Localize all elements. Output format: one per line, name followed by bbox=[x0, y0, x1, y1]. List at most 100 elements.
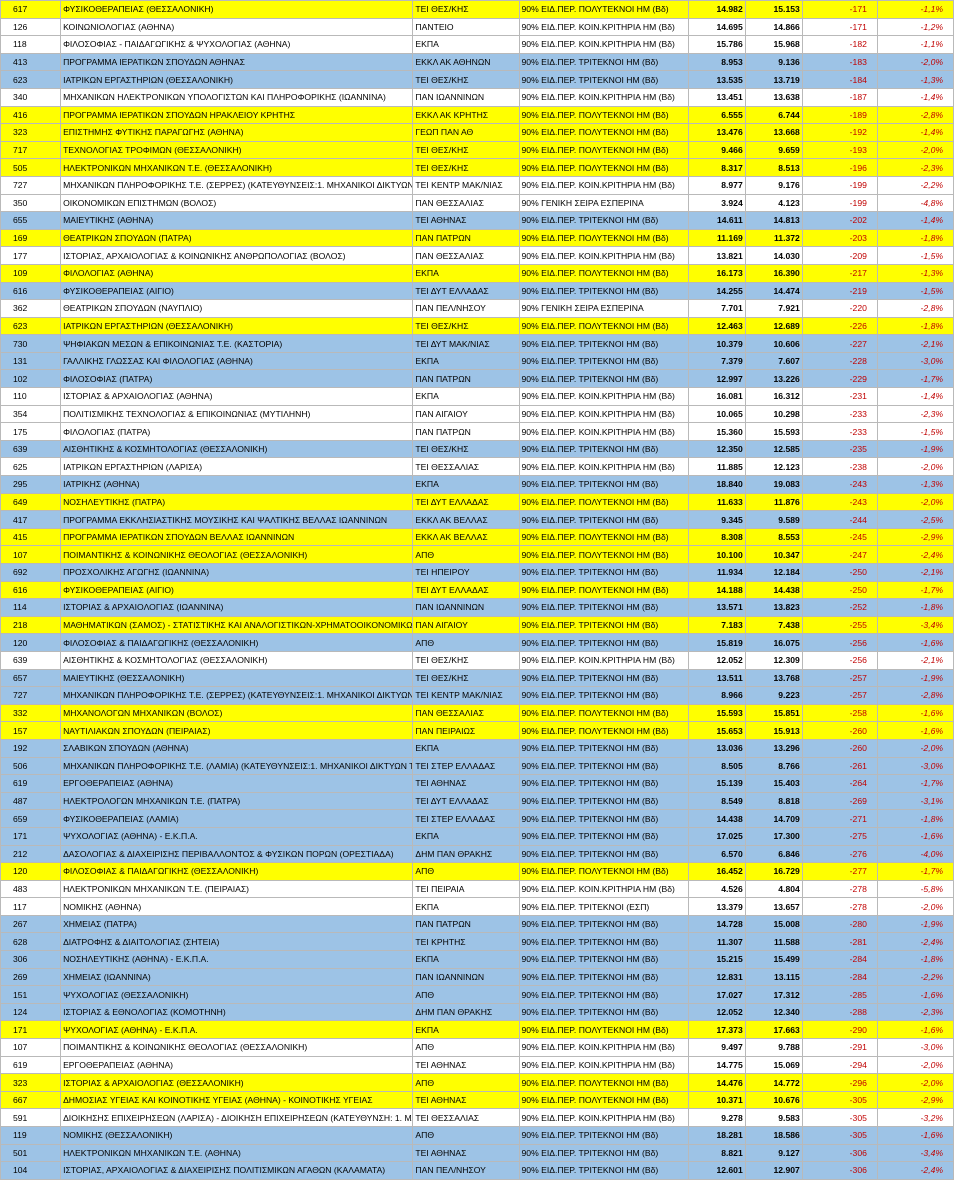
table-row[interactable]: 717 ΤΕΧΝΟΛΟΓΙΑΣ ΤΡΟΦΙΜΩΝ (ΘΕΣΣΑΛΟΝΙΚΗ) ΤΕΙ… bbox=[0, 140, 955, 160]
department-code-cell[interactable]: 501 bbox=[0, 1143, 62, 1163]
department-name-cell[interactable]: ΦΙΛΟΣΟΦΙΑΣ - ΠΑΙΔΑΓΩΓΙΚΗΣ & ΨΥΧΟΛΟΓΙΑΣ (… bbox=[60, 35, 414, 54]
difference-cell[interactable]: -202 bbox=[801, 211, 878, 230]
table-row[interactable]: 350 ΟΙΚΟΝΟΜΙΚΩΝ ΕΠΙΣΤΗΜΩΝ (ΒΟΛΟΣ) ΠΑΝ ΘΕΣΣ… bbox=[0, 193, 955, 213]
base-score-old-cell[interactable]: 8.766 bbox=[744, 756, 803, 776]
department-name-cell[interactable]: ΝΟΣΗΛΕΥΤΙΚΗΣ (ΑΘΗΝΑ) - Ε.Κ.Π.Α. bbox=[60, 950, 414, 969]
department-name-cell[interactable]: ΑΙΣΘΗΤΙΚΗΣ & ΚΟΣΜΗΤΟΛΟΓΙΑΣ (ΘΕΣΣΑΛΟΝΙΚΗ) bbox=[60, 439, 414, 459]
category-cell[interactable]: 90% ΕΙΔ.ΠΕΡ. ΠΟΛΥΤΕΚΝΟΙ ΗΜ (Βδ) bbox=[518, 228, 689, 248]
percent-change-cell[interactable]: -1,5% bbox=[876, 422, 955, 441]
difference-cell[interactable]: -288 bbox=[801, 1002, 878, 1022]
base-score-old-cell[interactable]: 15.008 bbox=[744, 914, 803, 934]
category-cell[interactable]: 90% ΕΙΔ.ΠΕΡ. ΚΟΙΝ.ΚΡΙΤΗΡΙΑ ΗΜ (Βδ) bbox=[518, 35, 689, 54]
category-cell[interactable]: 90% ΕΙΔ.ΠΕΡ. ΚΟΙΝ.ΚΡΙΤΗΡΙΑ ΗΜ (Βδ) bbox=[518, 246, 689, 265]
category-cell[interactable]: 90% ΕΙΔ.ΠΕΡ. ΠΟΛΥΤΕΚΝΟΙ ΗΜ (Βδ) bbox=[518, 721, 689, 740]
category-cell[interactable]: 90% ΕΙΔ.ΠΕΡ. ΚΟΙΝ.ΚΡΙΤΗΡΙΑ ΗΜ (Βδ) bbox=[518, 457, 689, 477]
difference-cell[interactable]: -296 bbox=[801, 1073, 878, 1092]
base-score-old-cell[interactable]: 16.390 bbox=[744, 263, 803, 283]
base-score-new-cell[interactable]: 10.371 bbox=[687, 1090, 746, 1110]
institution-cell[interactable]: ΤΕΙ ΘΕΣ/ΚΗΣ bbox=[412, 158, 520, 177]
percent-change-cell[interactable]: -4,8% bbox=[876, 193, 955, 213]
difference-cell[interactable]: -285 bbox=[801, 985, 878, 1004]
department-name-cell[interactable]: ΦΥΣΙΚΟΘΕΡΑΠΕΙΑΣ (ΑΙΓΙΟ) bbox=[60, 580, 414, 600]
category-cell[interactable]: 90% ΕΙΔ.ΠΕΡ. ΚΟΙΝ.ΚΡΙΤΗΡΙΑ ΗΜ (Βδ) bbox=[518, 422, 689, 441]
percent-change-cell[interactable]: -2,5% bbox=[876, 510, 955, 529]
base-score-old-cell[interactable]: 15.851 bbox=[744, 703, 803, 723]
department-name-cell[interactable]: ΨΥΧΟΛΟΓΙΑΣ (ΘΕΣΣΑΛΟΝΙΚΗ) bbox=[60, 985, 414, 1004]
department-code-cell[interactable]: 120 bbox=[0, 633, 62, 652]
table-row[interactable]: 218 ΜΑΘΗΜΑΤΙΚΩΝ (ΣΑΜΟΣ) - ΣΤΑΤΙΣΤΙΚΗΣ ΚΑΙ… bbox=[0, 615, 955, 635]
department-name-cell[interactable]: ΜΑΙΕΥΤΙΚΗΣ (ΑΘΗΝΑ) bbox=[60, 211, 414, 230]
category-cell[interactable]: 90% ΕΙΔ.ΠΕΡ. ΠΟΛΥΤΕΚΝΟΙ ΗΜ (Βδ) bbox=[518, 703, 689, 723]
base-score-new-cell[interactable]: 9.497 bbox=[687, 1038, 746, 1057]
department-code-cell[interactable]: 340 bbox=[0, 87, 62, 107]
base-score-new-cell[interactable]: 8.317 bbox=[687, 158, 746, 177]
department-name-cell[interactable]: ΦΥΣΙΚΟΘΕΡΑΠΕΙΑΣ (ΘΕΣΣΑΛΟΝΙΚΗ) bbox=[60, 0, 414, 19]
institution-cell[interactable]: ΤΕΙ ΑΘΗΝΑΣ bbox=[412, 1143, 520, 1163]
institution-cell[interactable]: ΤΕΙ ΔΥΤ ΕΛΛΑΔΑΣ bbox=[412, 281, 520, 301]
percent-change-cell[interactable]: -2,9% bbox=[876, 527, 955, 547]
department-code-cell[interactable]: 102 bbox=[0, 369, 62, 389]
department-code-cell[interactable]: 323 bbox=[0, 123, 62, 142]
base-score-new-cell[interactable]: 14.728 bbox=[687, 914, 746, 934]
department-code-cell[interactable]: 107 bbox=[0, 1038, 62, 1057]
base-score-new-cell[interactable]: 8.549 bbox=[687, 791, 746, 811]
percent-change-cell[interactable]: -1,6% bbox=[876, 826, 955, 846]
department-code-cell[interactable]: 617 bbox=[0, 0, 62, 19]
base-score-new-cell[interactable]: 10.065 bbox=[687, 404, 746, 424]
base-score-new-cell[interactable]: 14.188 bbox=[687, 580, 746, 600]
base-score-old-cell[interactable]: 16.312 bbox=[744, 387, 803, 406]
difference-cell[interactable]: -306 bbox=[801, 1143, 878, 1163]
table-row[interactable]: 171 ΨΥΧΟΛΟΓΙΑΣ (ΑΘΗΝΑ) - Ε.Κ.Π.Α. ΕΚΠΑ 90% … bbox=[0, 1020, 955, 1040]
institution-cell[interactable]: ΕΚΠΑ bbox=[412, 351, 520, 371]
base-score-old-cell[interactable]: 15.403 bbox=[744, 774, 803, 793]
base-score-old-cell[interactable]: 17.300 bbox=[744, 826, 803, 846]
difference-cell[interactable]: -244 bbox=[801, 510, 878, 529]
difference-cell[interactable]: -171 bbox=[801, 0, 878, 19]
base-score-new-cell[interactable]: 8.308 bbox=[687, 527, 746, 547]
table-row[interactable]: 267 ΧΗΜΕΙΑΣ (ΠΑΤΡΑ) ΠΑΝ ΠΑΤΡΩΝ 90% ΕΙΔ.ΠΕΡ.… bbox=[0, 914, 955, 934]
institution-cell[interactable]: ΠΑΝ ΙΩΑΝΝΙΝΩΝ bbox=[412, 598, 520, 617]
base-score-new-cell[interactable]: 15.653 bbox=[687, 721, 746, 740]
department-name-cell[interactable]: ΜΑΙΕΥΤΙΚΗΣ (ΘΕΣΣΑΛΟΝΙΚΗ) bbox=[60, 668, 414, 688]
difference-cell[interactable]: -183 bbox=[801, 52, 878, 72]
base-score-new-cell[interactable]: 17.027 bbox=[687, 985, 746, 1004]
institution-cell[interactable]: ΠΑΝ ΘΕΣΣΑΛΙΑΣ bbox=[412, 246, 520, 265]
difference-cell[interactable]: -306 bbox=[801, 1161, 878, 1180]
table-row[interactable]: 619 ΕΡΓΟΘΕΡΑΠΕΙΑΣ (ΑΘΗΝΑ) ΤΕΙ ΑΘΗΝΑΣ 90% ΕΙ… bbox=[0, 1055, 955, 1075]
base-score-new-cell[interactable]: 9.466 bbox=[687, 140, 746, 160]
base-score-old-cell[interactable]: 10.676 bbox=[744, 1090, 803, 1110]
institution-cell[interactable]: ΤΕΙ ΘΕΣ/ΚΗΣ bbox=[412, 439, 520, 459]
percent-change-cell[interactable]: -2,0% bbox=[876, 1055, 955, 1075]
table-row[interactable]: 151 ΨΥΧΟΛΟΓΙΑΣ (ΘΕΣΣΑΛΟΝΙΚΗ) ΑΠΘ 90% ΕΙΔ.ΠΕ… bbox=[0, 985, 955, 1004]
base-score-new-cell[interactable]: 11.934 bbox=[687, 563, 746, 582]
table-row[interactable]: 655 ΜΑΙΕΥΤΙΚΗΣ (ΑΘΗΝΑ) ΤΕΙ ΑΘΗΝΑΣ 90% ΕΙΔ.Π… bbox=[0, 211, 955, 230]
department-name-cell[interactable]: ΣΛΑΒΙΚΩΝ ΣΠΟΥΔΩΝ (ΑΘΗΝΑ) bbox=[60, 738, 414, 758]
base-score-new-cell[interactable]: 12.831 bbox=[687, 967, 746, 987]
base-score-old-cell[interactable]: 11.372 bbox=[744, 228, 803, 248]
department-code-cell[interactable]: 619 bbox=[0, 774, 62, 793]
department-code-cell[interactable]: 104 bbox=[0, 1161, 62, 1180]
percent-change-cell[interactable]: -3,1% bbox=[876, 791, 955, 811]
institution-cell[interactable]: ΕΚΠΑ bbox=[412, 950, 520, 969]
base-score-old-cell[interactable]: 13.226 bbox=[744, 369, 803, 389]
difference-cell[interactable]: -257 bbox=[801, 668, 878, 688]
department-name-cell[interactable]: ΠΟΙΜΑΝΤΙΚΗΣ & ΚΟΙΝΩΝΙΚΗΣ ΘΕΟΛΟΓΙΑΣ (ΘΕΣΣ… bbox=[60, 545, 414, 564]
category-cell[interactable]: 90% ΕΙΔ.ΠΕΡ. ΤΡΙΤΕΚΝΟΙ ΗΜ (Βδ) bbox=[518, 633, 689, 652]
base-score-old-cell[interactable]: 15.499 bbox=[744, 950, 803, 969]
difference-cell[interactable]: -192 bbox=[801, 123, 878, 142]
base-score-old-cell[interactable]: 16.729 bbox=[744, 862, 803, 881]
table-row[interactable]: 619 ΕΡΓΟΘΕΡΑΠΕΙΑΣ (ΑΘΗΝΑ) ΤΕΙ ΑΘΗΝΑΣ 90% ΕΙ… bbox=[0, 774, 955, 793]
department-code-cell[interactable]: 175 bbox=[0, 422, 62, 441]
department-code-cell[interactable]: 649 bbox=[0, 492, 62, 512]
institution-cell[interactable]: ΤΕΙ ΚΡΗΤΗΣ bbox=[412, 932, 520, 952]
category-cell[interactable]: 90% ΕΙΔ.ΠΕΡ. ΠΟΛΥΤΕΚΝΟΙ ΗΜ (Βδ) bbox=[518, 527, 689, 547]
percent-change-cell[interactable]: -1,4% bbox=[876, 87, 955, 107]
base-score-old-cell[interactable]: 12.309 bbox=[744, 650, 803, 670]
base-score-old-cell[interactable]: 19.083 bbox=[744, 475, 803, 494]
difference-cell[interactable]: -256 bbox=[801, 633, 878, 652]
percent-change-cell[interactable]: -1,1% bbox=[876, 35, 955, 54]
institution-cell[interactable]: ΠΑΝ ΠΕΙΡΑΙΩΣ bbox=[412, 721, 520, 740]
department-code-cell[interactable]: 591 bbox=[0, 1108, 62, 1127]
department-code-cell[interactable]: 177 bbox=[0, 246, 62, 265]
department-name-cell[interactable]: ΙΣΤΟΡΙΑΣ & ΑΡΧΑΙΟΛΟΓΙΑΣ (ΘΕΣΣΑΛΟΝΙΚΗ) bbox=[60, 1073, 414, 1092]
